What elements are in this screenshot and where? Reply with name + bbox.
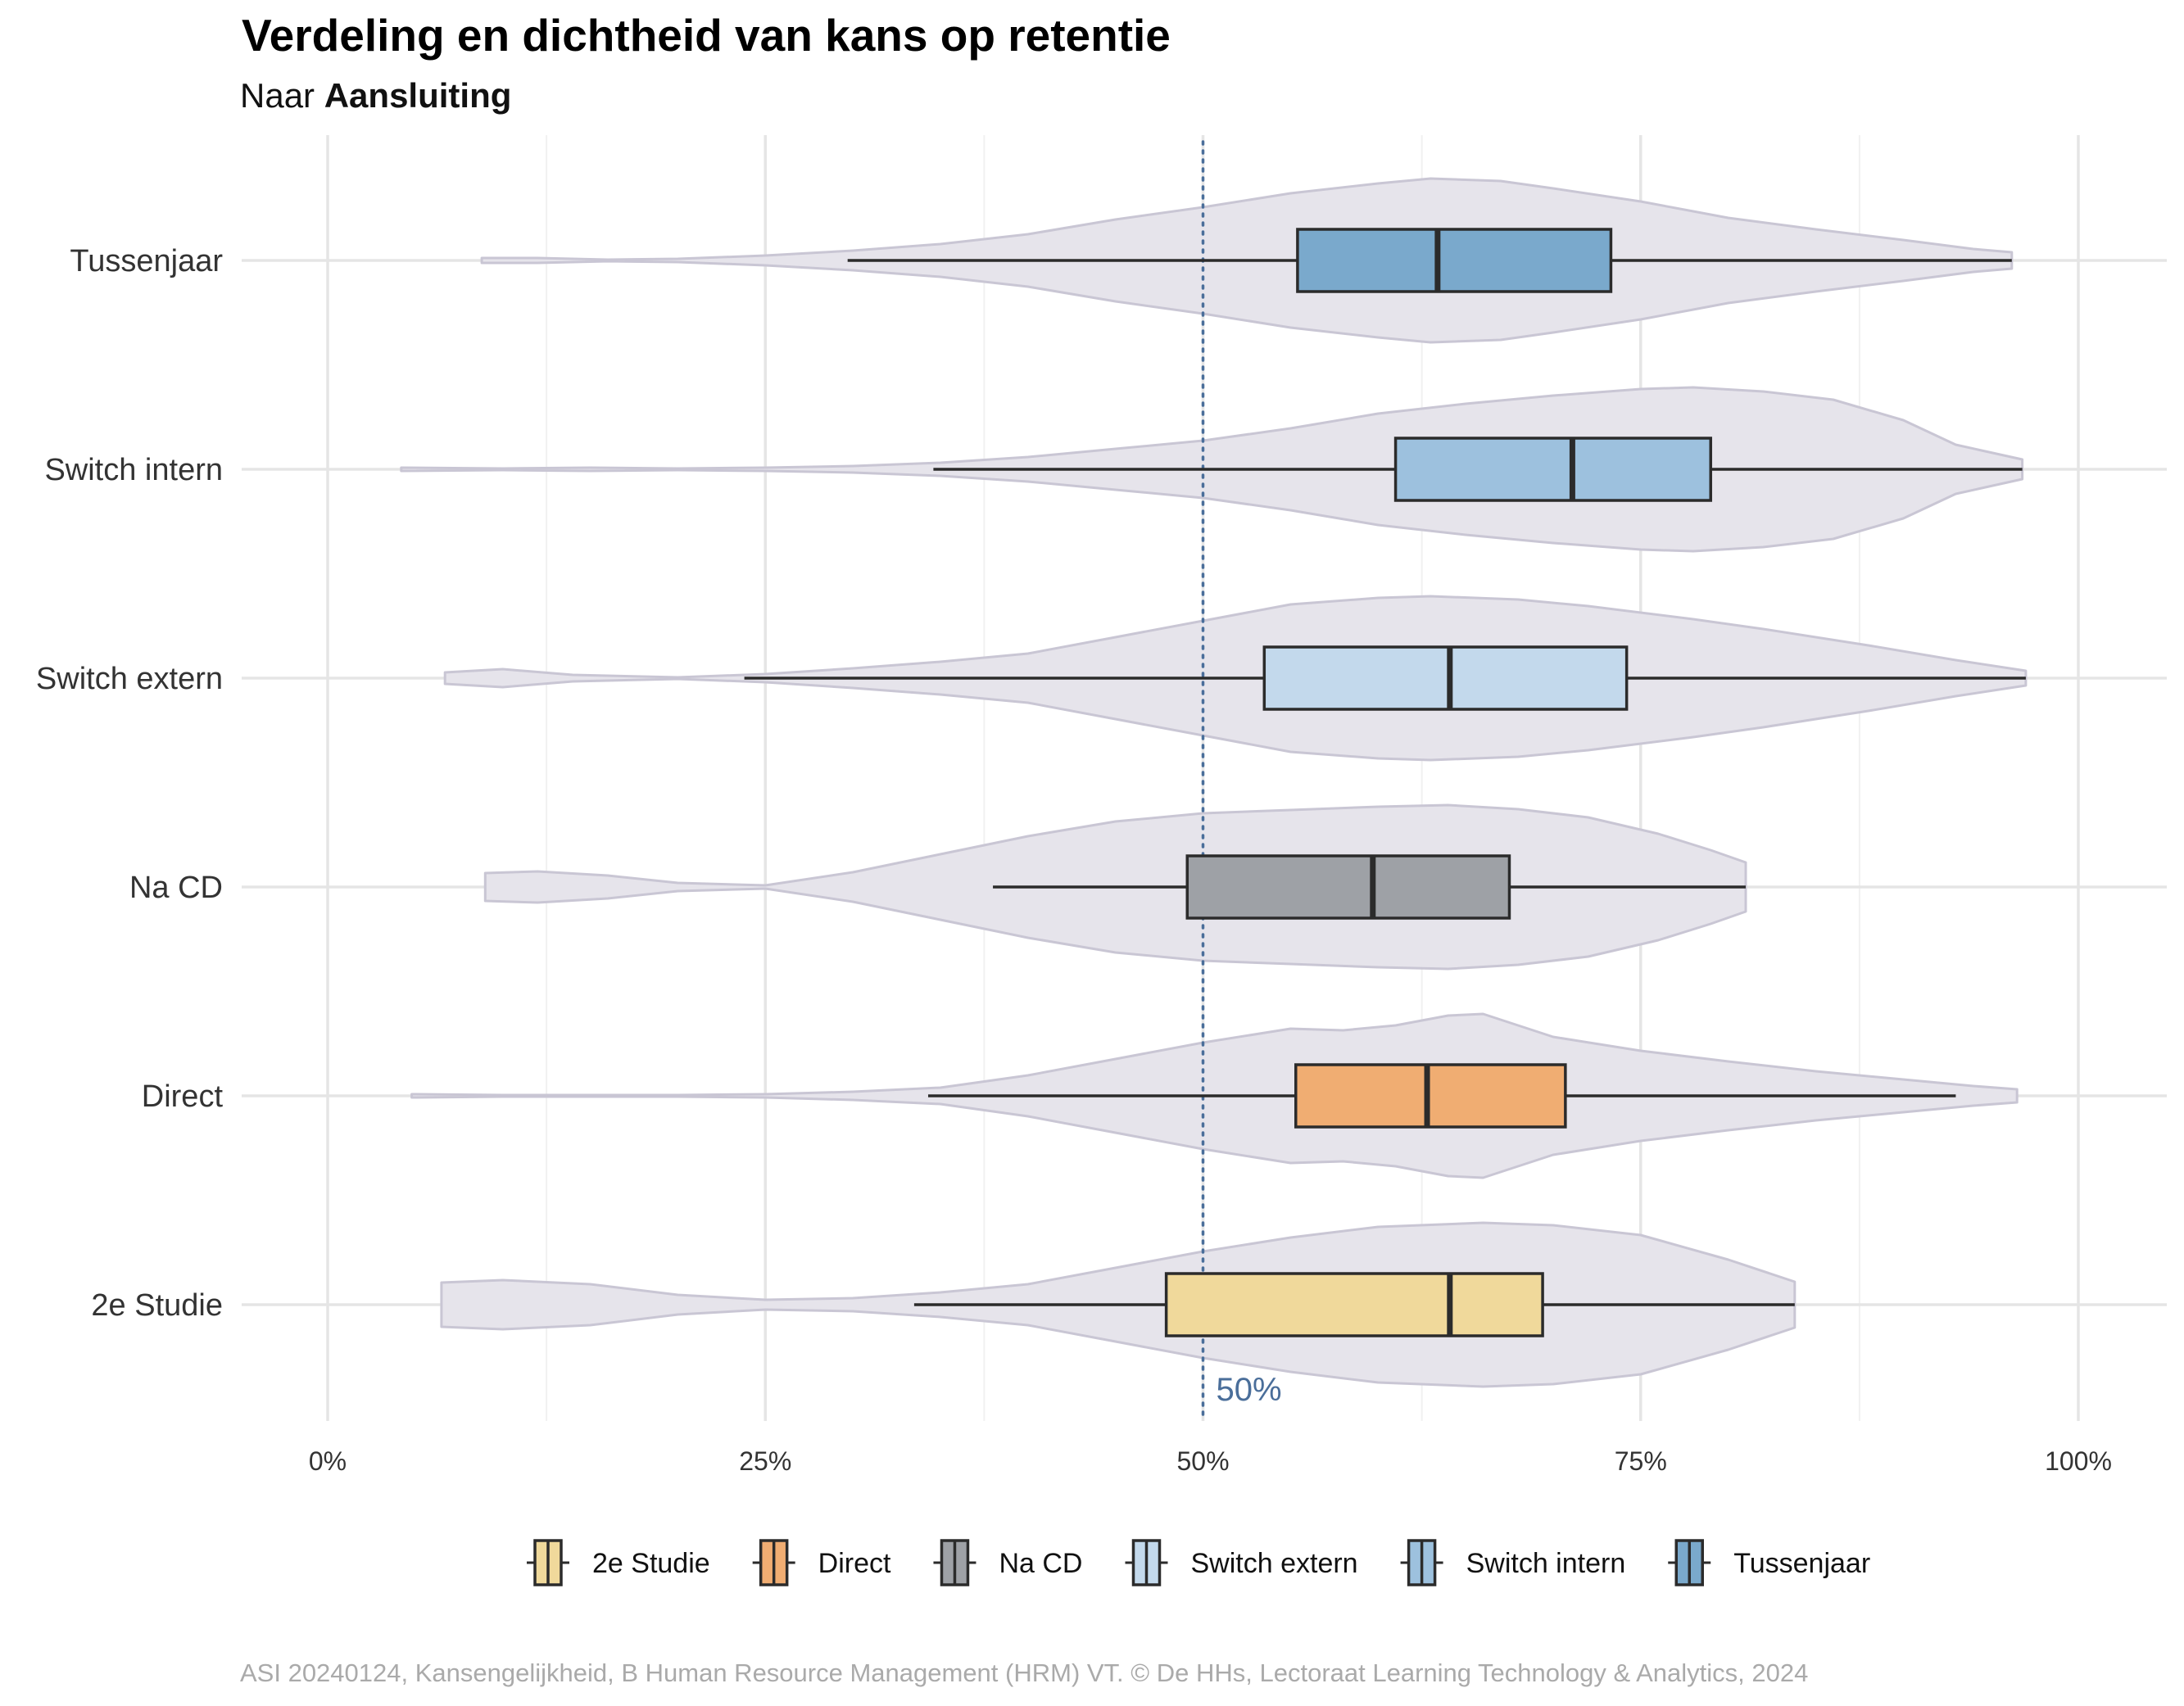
y-tick-label: 2e Studie (91, 1288, 223, 1323)
legend-label: Switch intern (1466, 1548, 1626, 1579)
subtitle-prefix: Naar (240, 76, 315, 115)
y-tick-label: Tussenjaar (70, 244, 223, 278)
legend-item: Na CD (933, 1539, 1083, 1586)
legend-item: Switch extern (1125, 1539, 1358, 1586)
chart-caption: ASI 20240124, Kansengelijkheid, B Human … (240, 1658, 1808, 1687)
legend-item: Switch intern (1400, 1539, 1626, 1586)
reference-line-label: 50% (1217, 1372, 1282, 1408)
y-tick-label: Switch extern (36, 662, 223, 696)
x-tick-label: 100% (2045, 1446, 2112, 1476)
box (1296, 228, 1613, 293)
box (1393, 437, 1712, 502)
grid (242, 135, 2167, 1421)
y-tick-label: Switch intern (44, 453, 223, 487)
boxplots (744, 228, 2026, 1337)
chart-subtitle: Naar Aansluiting (240, 76, 511, 115)
x-tick-label: 50% (1176, 1446, 1229, 1476)
legend-item: 2e Studie (527, 1539, 710, 1586)
legend-label: Switch extern (1191, 1548, 1358, 1579)
reference-line: 50% (1201, 140, 1282, 1423)
legend-label: Na CD (999, 1548, 1082, 1579)
x-tick-label: 25% (739, 1446, 791, 1476)
x-tick-label: 75% (1615, 1446, 1667, 1476)
legend-item: Direct (752, 1539, 891, 1586)
y-axis: Tussenjaar Switch intern Switch extern Na C… (36, 244, 224, 1323)
box (1262, 645, 1629, 711)
subtitle-bold: Aansluiting (324, 76, 512, 115)
violins (400, 177, 2028, 1388)
legend-item: Tussenjaar (1668, 1539, 1870, 1586)
legend-label: Tussenjaar (1733, 1548, 1870, 1579)
chart-title: Verdeling en dichtheid van kans op reten… (242, 10, 1171, 61)
x-tick-label: 0% (309, 1446, 347, 1476)
box (1185, 854, 1511, 920)
legend-label: Direct (818, 1548, 891, 1579)
y-tick-label: Na CD (129, 871, 223, 905)
legend-label: 2e Studie (592, 1548, 710, 1579)
legend: 2e Studie Direct Na CD Switch extern Switch … (527, 1539, 1870, 1586)
box (1294, 1063, 1567, 1129)
y-tick-label: Direct (142, 1079, 224, 1114)
box (1164, 1272, 1544, 1337)
x-axis: 0% 25% 50% 75% 100% (309, 1446, 2112, 1476)
